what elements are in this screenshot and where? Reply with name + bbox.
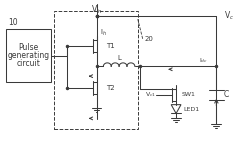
Text: 20: 20: [145, 36, 154, 42]
Text: T2: T2: [106, 85, 115, 91]
Text: Pulse: Pulse: [18, 43, 39, 52]
Text: V$_c$: V$_c$: [224, 10, 234, 22]
Text: I$_{dc}$: I$_{dc}$: [200, 56, 208, 65]
FancyBboxPatch shape: [6, 29, 51, 82]
Text: V$_{c1}$: V$_{c1}$: [145, 90, 156, 99]
Text: C: C: [224, 90, 229, 99]
Text: LED1: LED1: [183, 107, 199, 112]
Text: V$_{in}$: V$_{in}$: [90, 3, 102, 16]
Text: generating: generating: [8, 51, 50, 60]
Text: SW1: SW1: [182, 92, 196, 97]
Text: L: L: [117, 55, 121, 62]
Text: circuit: circuit: [17, 59, 41, 68]
Text: 10: 10: [8, 18, 18, 27]
Text: T1: T1: [106, 43, 115, 49]
Text: I$_{h}$: I$_{h}$: [100, 28, 107, 38]
